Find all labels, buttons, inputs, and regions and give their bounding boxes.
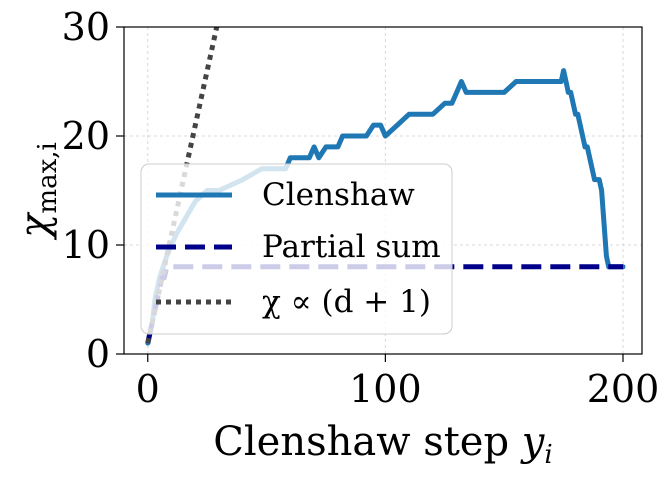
legend: Clenshaw Partial sum χ ∝ (d + 1) [140, 163, 453, 335]
y-tick-label: 10 [62, 223, 110, 267]
y-tick-label: 0 [86, 332, 110, 376]
x-tick-label: 100 [349, 367, 422, 411]
y-tick-label: 30 [62, 5, 110, 49]
x-tick-label: 0 [136, 367, 160, 411]
legend-label-3: χ ∝ (d + 1) [262, 284, 431, 320]
plot-frame [123, 26, 643, 355]
legend-label-1: Clenshaw [262, 177, 415, 213]
legend-box [140, 163, 453, 335]
y-axis-label: χmax,i [12, 142, 63, 241]
ticks: 0 100 200 0 10 20 30 [62, 5, 660, 411]
x-tick-label: 200 [587, 367, 660, 411]
legend-label-2: Partial sum [262, 229, 441, 265]
y-tick-label: 20 [62, 114, 110, 158]
x-axis-label: Clenshaw step yi [213, 419, 552, 470]
